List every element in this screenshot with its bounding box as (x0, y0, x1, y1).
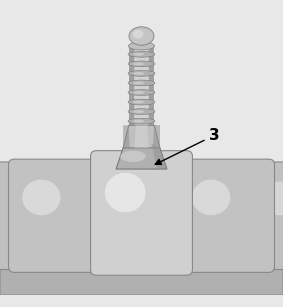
Polygon shape (129, 46, 134, 125)
Polygon shape (153, 125, 160, 148)
Polygon shape (123, 125, 160, 148)
Ellipse shape (128, 90, 155, 95)
Ellipse shape (133, 72, 144, 75)
FancyBboxPatch shape (91, 151, 192, 275)
Ellipse shape (133, 110, 144, 113)
Ellipse shape (120, 151, 146, 162)
Ellipse shape (105, 173, 145, 212)
Ellipse shape (128, 109, 155, 115)
Ellipse shape (128, 99, 155, 105)
Ellipse shape (128, 80, 155, 86)
Polygon shape (129, 46, 154, 125)
FancyBboxPatch shape (8, 159, 105, 272)
Polygon shape (149, 46, 154, 125)
Ellipse shape (133, 120, 144, 122)
FancyBboxPatch shape (178, 159, 275, 272)
Ellipse shape (133, 91, 144, 94)
Ellipse shape (128, 61, 155, 67)
Ellipse shape (262, 182, 283, 215)
Ellipse shape (133, 82, 144, 84)
FancyBboxPatch shape (249, 162, 283, 270)
Polygon shape (134, 125, 149, 148)
Ellipse shape (133, 30, 143, 38)
Ellipse shape (128, 118, 155, 124)
FancyBboxPatch shape (0, 162, 34, 270)
Ellipse shape (128, 51, 155, 57)
Text: 3: 3 (155, 128, 220, 164)
Ellipse shape (133, 62, 144, 65)
Ellipse shape (133, 53, 144, 56)
Ellipse shape (133, 101, 144, 103)
Polygon shape (151, 144, 167, 169)
Polygon shape (135, 46, 148, 125)
Ellipse shape (128, 42, 155, 50)
Polygon shape (123, 125, 130, 148)
Ellipse shape (192, 180, 230, 215)
Polygon shape (0, 170, 283, 295)
Polygon shape (116, 142, 167, 169)
Ellipse shape (128, 71, 155, 76)
Ellipse shape (22, 180, 61, 215)
Ellipse shape (129, 27, 154, 45)
